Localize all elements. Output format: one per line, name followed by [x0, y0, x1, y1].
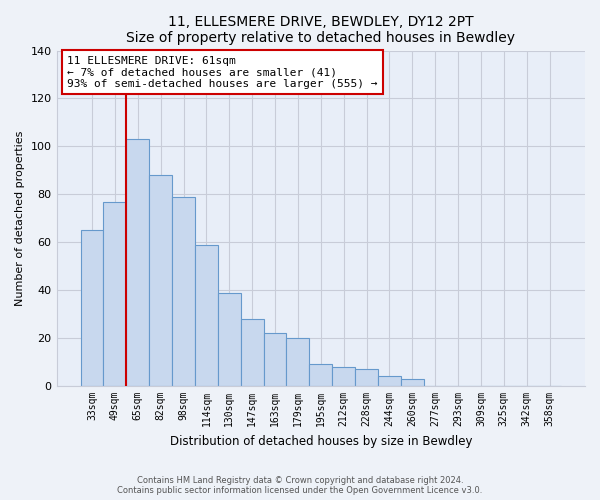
Bar: [241, 319, 263, 386]
Y-axis label: Number of detached properties: Number of detached properties: [15, 130, 25, 306]
Bar: [195, 244, 218, 386]
Bar: [103, 202, 127, 386]
Bar: [401, 379, 424, 386]
Text: 11 ELLESMERE DRIVE: 61sqm
← 7% of detached houses are smaller (41)
93% of semi-d: 11 ELLESMERE DRIVE: 61sqm ← 7% of detach…: [67, 56, 377, 89]
Bar: [286, 338, 310, 386]
Text: Contains HM Land Registry data © Crown copyright and database right 2024.
Contai: Contains HM Land Registry data © Crown c…: [118, 476, 482, 495]
Bar: [127, 139, 149, 386]
Bar: [332, 367, 355, 386]
Title: 11, ELLESMERE DRIVE, BEWDLEY, DY12 2PT
Size of property relative to detached hou: 11, ELLESMERE DRIVE, BEWDLEY, DY12 2PT S…: [126, 15, 515, 45]
X-axis label: Distribution of detached houses by size in Bewdley: Distribution of detached houses by size …: [170, 434, 472, 448]
Bar: [218, 292, 241, 386]
Bar: [172, 196, 195, 386]
Bar: [263, 334, 286, 386]
Bar: [378, 376, 401, 386]
Bar: [310, 364, 332, 386]
Bar: [355, 370, 378, 386]
Bar: [149, 175, 172, 386]
Bar: [80, 230, 103, 386]
